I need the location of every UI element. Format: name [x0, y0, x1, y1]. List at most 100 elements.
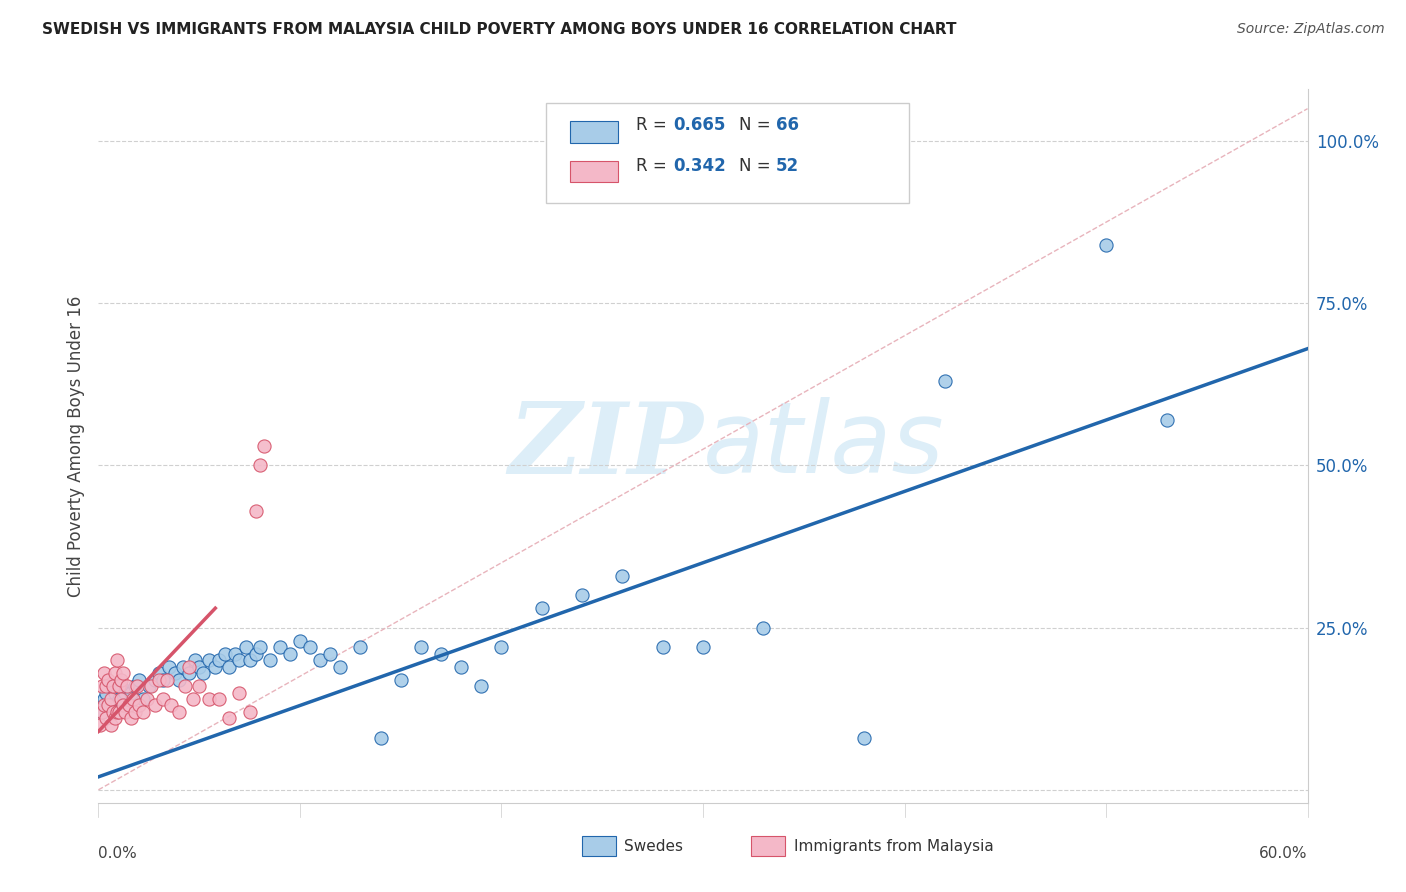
Point — [110, 673, 132, 687]
Bar — [569, 161, 619, 182]
Text: 0.665: 0.665 — [672, 116, 725, 134]
Point — [103, 711, 125, 725]
Point — [235, 640, 257, 654]
Point — [101, 705, 124, 719]
Point — [259, 653, 281, 667]
Point — [110, 692, 132, 706]
Point — [120, 685, 142, 699]
Point — [107, 692, 129, 706]
Point — [110, 679, 132, 693]
Point — [91, 705, 114, 719]
Text: N =: N = — [740, 157, 776, 175]
Point — [181, 692, 204, 706]
Text: Swedes: Swedes — [624, 838, 683, 854]
Point — [172, 659, 194, 673]
Point — [118, 698, 141, 713]
Point — [224, 647, 246, 661]
Point — [107, 705, 129, 719]
Text: R =: R = — [637, 157, 672, 175]
Point — [245, 504, 267, 518]
Point — [470, 679, 492, 693]
Point — [105, 698, 128, 713]
Point — [612, 568, 634, 582]
Point — [692, 640, 714, 654]
Point — [450, 659, 472, 673]
Point — [124, 679, 146, 693]
Point — [93, 666, 115, 681]
Point — [853, 731, 876, 745]
Point — [160, 698, 183, 713]
Point — [100, 718, 122, 732]
Point — [214, 647, 236, 661]
Point — [125, 679, 148, 693]
Point — [138, 679, 160, 693]
Point — [188, 679, 211, 693]
Text: 60.0%: 60.0% — [1260, 846, 1308, 861]
Point — [319, 647, 342, 661]
Point — [107, 679, 129, 693]
Bar — [569, 121, 619, 143]
Point — [135, 692, 157, 706]
Point — [97, 673, 120, 687]
Point — [101, 705, 124, 719]
Point — [174, 679, 197, 693]
Point — [245, 647, 267, 661]
Point — [218, 711, 240, 725]
Point — [124, 705, 146, 719]
Point — [208, 692, 231, 706]
Point — [278, 647, 301, 661]
Point — [97, 698, 120, 713]
Point — [184, 653, 207, 667]
Point — [228, 653, 250, 667]
Point — [218, 659, 240, 673]
Text: N =: N = — [740, 116, 776, 134]
Point — [103, 685, 125, 699]
Point — [152, 673, 174, 687]
Point — [163, 666, 186, 681]
Text: R =: R = — [637, 116, 672, 134]
Point — [571, 588, 593, 602]
Text: 0.0%: 0.0% — [98, 846, 138, 861]
Point — [309, 653, 332, 667]
Point — [111, 666, 134, 681]
Text: SWEDISH VS IMMIGRANTS FROM MALAYSIA CHILD POVERTY AMONG BOYS UNDER 16 CORRELATIO: SWEDISH VS IMMIGRANTS FROM MALAYSIA CHIL… — [42, 22, 956, 37]
Text: 52: 52 — [776, 157, 799, 175]
Point — [177, 666, 201, 681]
Point — [100, 679, 122, 693]
Y-axis label: Child Poverty Among Boys Under 16: Child Poverty Among Boys Under 16 — [66, 295, 84, 597]
Point — [143, 698, 166, 713]
Point — [132, 705, 155, 719]
Point — [430, 647, 453, 661]
Point — [128, 673, 150, 687]
Point — [1156, 413, 1178, 427]
Text: ZIP: ZIP — [508, 398, 703, 494]
Point — [114, 705, 136, 719]
Point — [96, 711, 118, 725]
Text: 0.342: 0.342 — [672, 157, 725, 175]
Point — [128, 698, 150, 713]
Point — [97, 698, 120, 713]
Point — [228, 685, 250, 699]
Point — [167, 673, 190, 687]
Point — [105, 653, 128, 667]
Point — [329, 659, 352, 673]
FancyBboxPatch shape — [546, 103, 908, 203]
Point — [167, 705, 190, 719]
Point — [239, 705, 262, 719]
Point — [249, 640, 271, 654]
Text: Source: ZipAtlas.com: Source: ZipAtlas.com — [1237, 22, 1385, 37]
Point — [349, 640, 371, 654]
Point — [148, 673, 170, 687]
Point — [121, 692, 143, 706]
Text: 66: 66 — [776, 116, 799, 134]
Point — [93, 692, 115, 706]
Point — [193, 666, 215, 681]
Point — [105, 705, 128, 719]
Point — [115, 679, 138, 693]
Point — [249, 458, 271, 473]
Point — [148, 666, 170, 681]
Point — [118, 698, 141, 713]
Point — [288, 633, 311, 648]
Point — [370, 731, 392, 745]
Point — [491, 640, 513, 654]
